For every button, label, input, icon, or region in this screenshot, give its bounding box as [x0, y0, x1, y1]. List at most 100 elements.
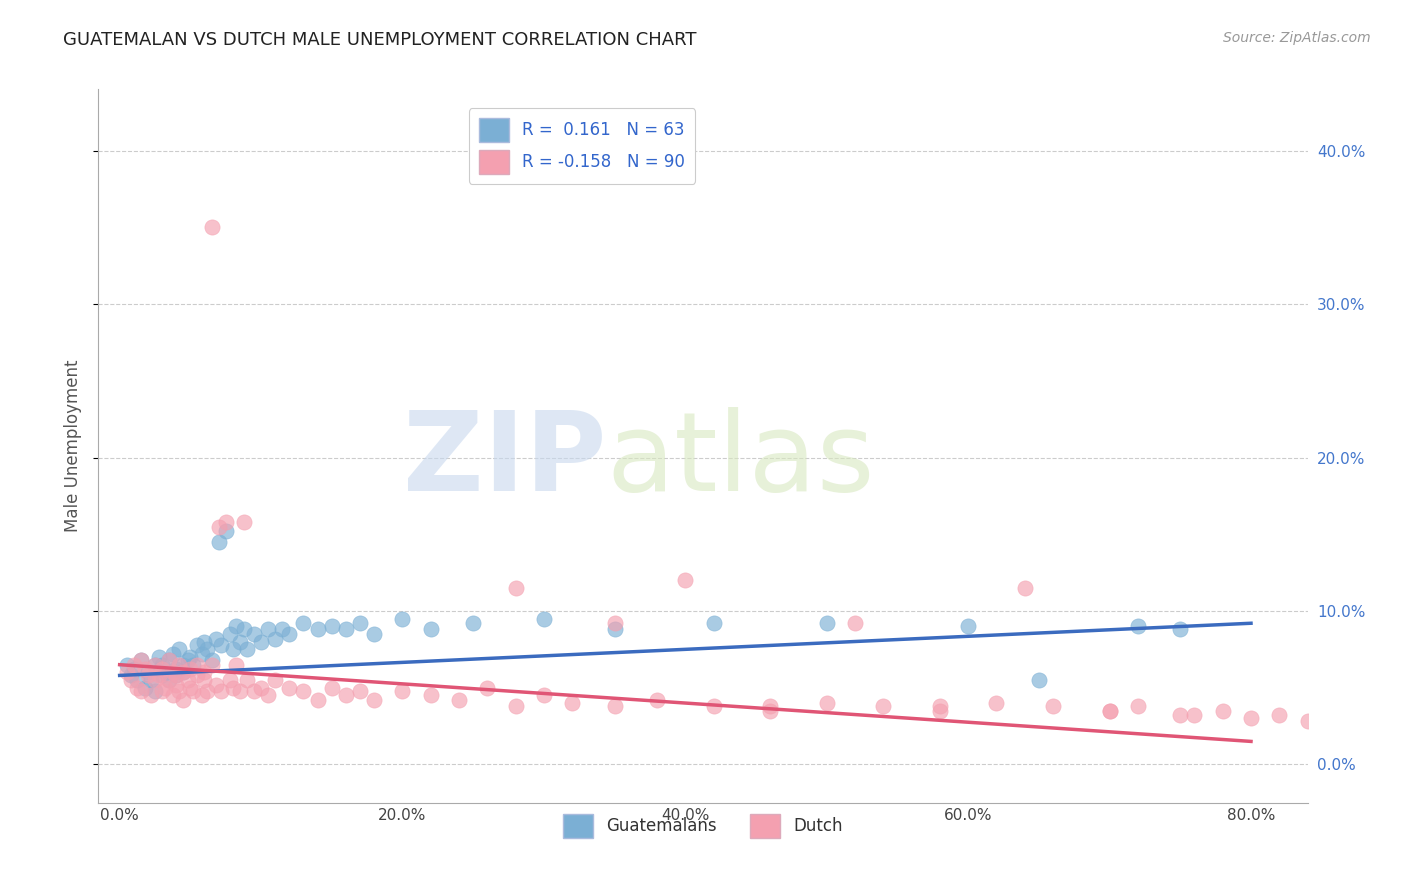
Point: [186, 657, 208, 672]
Point: [215, 515, 238, 529]
Y-axis label: Male Unemployment: Male Unemployment: [65, 359, 83, 533]
Point: [167, 683, 190, 698]
Point: [148, 650, 170, 665]
Point: [143, 673, 166, 687]
Point: [207, 519, 229, 533]
Point: [1028, 673, 1050, 687]
Point: [181, 657, 204, 672]
Point: [222, 642, 245, 657]
Point: [129, 683, 152, 698]
Point: [225, 619, 247, 633]
Point: [157, 653, 180, 667]
Point: [243, 627, 266, 641]
Point: [148, 668, 170, 682]
Point: [153, 681, 176, 695]
Point: [1168, 623, 1191, 637]
Point: [363, 693, 385, 707]
Point: [292, 683, 315, 698]
Point: [143, 657, 166, 672]
Point: [219, 673, 242, 687]
Point: [115, 665, 138, 680]
Point: [257, 623, 280, 637]
Point: [115, 657, 138, 672]
Point: [703, 699, 725, 714]
Point: [815, 616, 838, 631]
Point: [321, 619, 343, 633]
Point: [186, 668, 208, 682]
Point: [165, 678, 187, 692]
Point: [391, 683, 413, 698]
Point: [157, 653, 180, 667]
Point: [225, 657, 247, 672]
Point: [172, 657, 194, 672]
Point: [195, 642, 218, 657]
Point: [125, 681, 148, 695]
Point: [243, 683, 266, 698]
Point: [533, 612, 555, 626]
Point: [233, 515, 256, 529]
Point: [561, 696, 583, 710]
Point: [1014, 581, 1036, 595]
Point: [1296, 714, 1319, 729]
Point: [957, 619, 980, 633]
Point: [335, 689, 357, 703]
Point: [321, 681, 343, 695]
Point: [211, 683, 233, 698]
Point: [157, 673, 180, 687]
Point: [207, 535, 229, 549]
Point: [139, 673, 162, 687]
Legend: Guatemalans, Dutch: Guatemalans, Dutch: [557, 807, 849, 845]
Point: [172, 665, 194, 680]
Point: [134, 662, 156, 676]
Point: [215, 524, 238, 538]
Point: [179, 662, 201, 676]
Point: [120, 673, 142, 687]
Point: [505, 699, 527, 714]
Point: [391, 612, 413, 626]
Point: [165, 668, 187, 682]
Point: [134, 681, 156, 695]
Point: [477, 681, 499, 695]
Point: [219, 627, 242, 641]
Point: [165, 662, 187, 676]
Point: [211, 638, 233, 652]
Point: [603, 623, 626, 637]
Point: [603, 699, 626, 714]
Point: [229, 634, 252, 648]
Point: [844, 616, 866, 631]
Point: [120, 668, 142, 682]
Text: atlas: atlas: [606, 407, 875, 514]
Point: [1042, 699, 1064, 714]
Point: [150, 662, 173, 676]
Point: [759, 704, 782, 718]
Point: [447, 693, 470, 707]
Point: [190, 689, 212, 703]
Point: [229, 683, 252, 698]
Point: [204, 632, 226, 646]
Point: [349, 683, 371, 698]
Point: [986, 696, 1008, 710]
Point: [162, 647, 184, 661]
Point: [1212, 704, 1234, 718]
Point: [129, 653, 152, 667]
Point: [193, 634, 215, 648]
Point: [157, 673, 180, 687]
Point: [193, 665, 215, 680]
Point: [181, 683, 204, 698]
Point: [1098, 704, 1121, 718]
Point: [1168, 708, 1191, 723]
Point: [122, 662, 145, 676]
Point: [257, 689, 280, 703]
Point: [167, 642, 190, 657]
Point: [150, 668, 173, 682]
Point: [673, 574, 696, 588]
Point: [419, 689, 441, 703]
Point: [190, 647, 212, 661]
Point: [928, 704, 950, 718]
Point: [307, 693, 329, 707]
Point: [335, 623, 357, 637]
Text: GUATEMALAN VS DUTCH MALE UNEMPLOYMENT CORRELATION CHART: GUATEMALAN VS DUTCH MALE UNEMPLOYMENT CO…: [63, 31, 697, 49]
Point: [278, 627, 301, 641]
Point: [703, 616, 725, 631]
Point: [603, 616, 626, 631]
